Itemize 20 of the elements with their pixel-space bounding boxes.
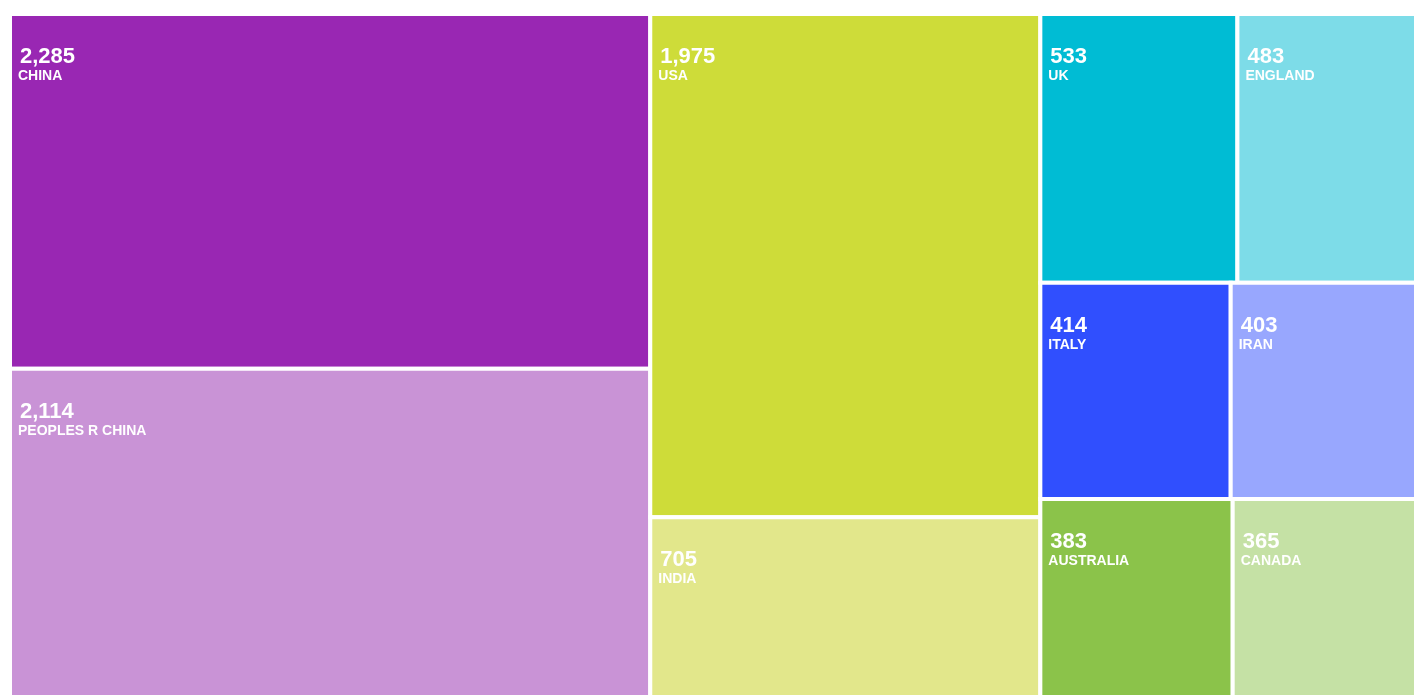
data-label: 705	[660, 546, 697, 572]
data-label: 383	[1050, 528, 1088, 554]
data-label: 2,285	[20, 43, 76, 68]
category-label: CHINA	[18, 67, 63, 83]
data-label: 483	[1247, 43, 1285, 68]
data-label: 1,975	[660, 43, 716, 68]
category-label: IRAN	[1238, 335, 1273, 352]
category-label: CANADA	[1240, 552, 1302, 569]
data-label: 2,114	[20, 397, 75, 423]
category-label: PEOPLES R CHINA	[18, 421, 147, 438]
category-label: INDIA	[658, 570, 697, 587]
data-label: 403	[1240, 311, 1278, 337]
category-label: USA	[658, 67, 688, 83]
category-label: ENGLAND	[1245, 67, 1315, 83]
data-label: 414	[1050, 311, 1088, 337]
data-label: 365	[1242, 528, 1280, 554]
category-label: AUSTRALIA	[1048, 552, 1130, 569]
category-label: ITALY	[1048, 335, 1088, 352]
data-label: 533	[1050, 43, 1088, 68]
category-label: UK	[1048, 67, 1069, 83]
